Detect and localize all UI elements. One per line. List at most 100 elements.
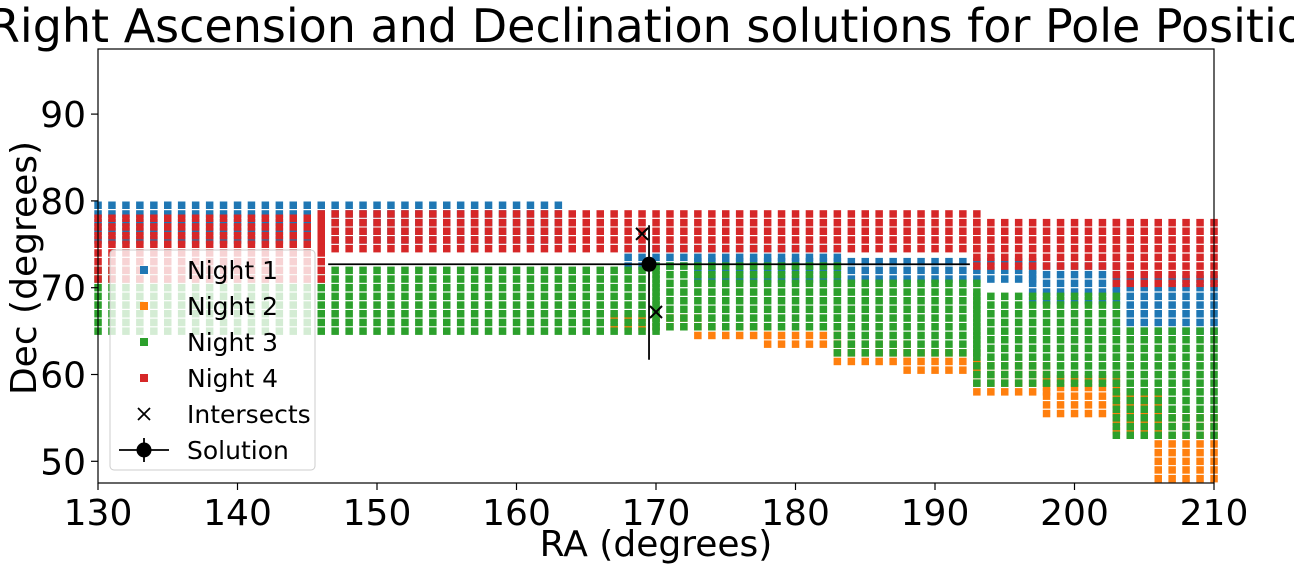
data-point xyxy=(177,223,186,231)
data-point xyxy=(903,275,911,283)
data-point xyxy=(680,210,688,218)
data-point xyxy=(484,201,493,209)
data-point xyxy=(1084,236,1093,244)
data-point xyxy=(429,318,437,327)
data-point xyxy=(554,244,563,253)
data-point xyxy=(1182,283,1190,292)
data-point xyxy=(973,297,981,305)
data-point xyxy=(401,310,409,318)
data-point xyxy=(1112,297,1121,305)
data-point xyxy=(303,210,311,218)
data-point xyxy=(205,231,214,240)
data-point xyxy=(1001,262,1009,270)
data-point xyxy=(1168,474,1176,483)
data-point xyxy=(1182,431,1190,439)
data-point xyxy=(861,314,869,322)
data-point xyxy=(652,305,660,314)
data-point xyxy=(973,275,981,283)
data-point xyxy=(945,340,953,348)
data-point xyxy=(694,305,702,314)
data-point xyxy=(484,292,493,301)
data-point xyxy=(847,236,856,244)
data-point xyxy=(833,218,842,227)
data-point xyxy=(694,331,702,340)
data-point xyxy=(303,218,311,227)
data-point xyxy=(987,218,995,227)
data-point xyxy=(568,310,576,318)
data-point xyxy=(638,292,646,301)
data-point xyxy=(973,344,981,353)
data-point xyxy=(959,266,967,275)
legend-item-night-4: Night 4 xyxy=(140,364,278,393)
data-point xyxy=(582,275,590,283)
data-point xyxy=(1084,318,1093,327)
data-point xyxy=(819,331,828,340)
data-point xyxy=(819,227,828,235)
data-point xyxy=(1098,270,1107,279)
data-point xyxy=(526,310,535,318)
data-point xyxy=(1168,388,1176,396)
data-point xyxy=(1182,253,1190,262)
data-point xyxy=(624,310,632,318)
data-point xyxy=(945,210,953,218)
data-point xyxy=(1056,353,1065,361)
data-point xyxy=(1070,301,1079,309)
data-point xyxy=(875,279,883,288)
data-point xyxy=(1056,375,1065,383)
data-point xyxy=(1196,370,1204,379)
data-point xyxy=(735,227,744,235)
data-point xyxy=(470,227,479,235)
data-point xyxy=(945,279,953,288)
data-point xyxy=(819,275,828,283)
data-point xyxy=(987,262,995,270)
data-point xyxy=(652,314,660,322)
data-point xyxy=(791,257,800,266)
data-point xyxy=(443,301,451,309)
data-point xyxy=(1028,379,1037,387)
data-point xyxy=(150,223,158,231)
data-point xyxy=(331,310,339,318)
data-point xyxy=(1070,236,1079,244)
data-point xyxy=(1001,301,1009,309)
data-point xyxy=(652,323,660,331)
band-night-4-4 xyxy=(1112,218,1218,288)
data-point xyxy=(1154,392,1162,400)
data-point xyxy=(1056,344,1065,353)
data-point xyxy=(735,270,744,279)
data-point xyxy=(959,288,967,296)
data-point xyxy=(289,210,297,218)
data-point xyxy=(722,218,730,227)
data-point xyxy=(108,240,116,248)
data-point xyxy=(973,370,981,379)
data-point xyxy=(1154,379,1162,387)
data-point xyxy=(749,218,758,227)
data-point xyxy=(680,323,688,331)
x-tick-label: 180 xyxy=(761,493,830,534)
data-point xyxy=(1140,431,1148,439)
data-point xyxy=(973,366,981,374)
data-point xyxy=(987,336,995,344)
data-point xyxy=(359,292,367,301)
chart-title: Right Ascension and Declination solution… xyxy=(0,0,1294,53)
data-point xyxy=(610,323,618,331)
data-point xyxy=(219,214,228,222)
data-point xyxy=(1196,336,1204,344)
data-point xyxy=(1112,253,1121,262)
data-point xyxy=(833,279,842,288)
data-point xyxy=(987,370,995,379)
data-point xyxy=(289,201,297,209)
data-point xyxy=(1154,448,1162,457)
data-point xyxy=(638,283,646,292)
data-point xyxy=(1042,370,1051,379)
data-point xyxy=(540,227,549,235)
data-point xyxy=(875,218,883,227)
data-point xyxy=(931,236,939,244)
data-point xyxy=(1112,279,1121,288)
data-point xyxy=(1028,344,1037,353)
legend-item-solution: Solution xyxy=(119,436,289,465)
data-point xyxy=(791,275,800,283)
data-point xyxy=(777,340,786,348)
data-point xyxy=(1182,244,1190,253)
data-point xyxy=(247,218,256,227)
data-point xyxy=(1028,244,1037,253)
